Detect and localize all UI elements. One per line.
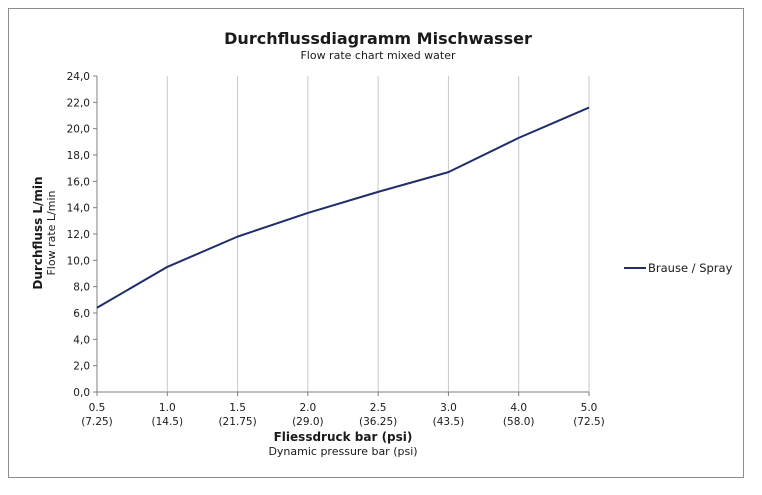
x-tick-label-psi: (21.75) xyxy=(218,416,256,428)
x-tick-label-psi: (36.25) xyxy=(359,416,397,428)
series-line-brause-spray xyxy=(96,106,590,309)
x-tick-label: 4.0 xyxy=(510,402,527,414)
x-tick-label-psi: (58.0) xyxy=(503,416,535,428)
chart-frame xyxy=(8,8,744,478)
grid-lines xyxy=(166,76,590,392)
y-axis-title: Durchfluss L/min xyxy=(31,176,45,289)
axes xyxy=(93,75,590,396)
x-axis-title: Fliessdruck bar (psi) xyxy=(274,430,413,444)
x-tick-label-psi: (14.5) xyxy=(151,416,183,428)
x-tick-label: 0.5 xyxy=(89,402,106,414)
y-tick-label: 22,0 xyxy=(67,97,90,109)
y-tick-label: 20,0 xyxy=(67,124,90,136)
x-tick-labels: 0.5 (7.25) 1.0 (14.5) 1.5 (21.75) 2.0 (29.0) 2.5… xyxy=(81,402,605,428)
y-tick-label: 0,0 xyxy=(73,387,90,399)
x-tick-label: 2.5 xyxy=(370,402,387,414)
x-tick-label-psi: (43.5) xyxy=(433,416,465,428)
y-tick-label: 4,0 xyxy=(73,334,90,346)
y-tick-label: 24,0 xyxy=(67,71,90,83)
x-tick-label-psi: (72.5) xyxy=(573,416,605,428)
legend-label: Brause / Spray xyxy=(648,261,733,275)
x-axis-subtitle: Dynamic pressure bar (psi) xyxy=(268,445,417,458)
x-tick-label-psi: (7.25) xyxy=(81,416,113,428)
x-tick-label: 2.0 xyxy=(300,402,317,414)
y-tick-label: 10,0 xyxy=(67,255,90,267)
x-tick-label: 3.0 xyxy=(440,402,457,414)
series-lines xyxy=(96,106,590,309)
y-tick-label: 8,0 xyxy=(73,282,90,294)
y-tick-labels: 0,0 2,0 4,0 6,0 8,0 10,0 12,0 14,0 16,0 18,0 20,0 2… xyxy=(67,71,90,399)
x-tick-label: 5.0 xyxy=(581,402,598,414)
y-tick-label: 6,0 xyxy=(73,308,90,320)
x-tick-label-psi: (29.0) xyxy=(292,416,324,428)
y-tick-label: 16,0 xyxy=(67,176,90,188)
y-tick-label: 18,0 xyxy=(67,150,90,162)
legend: Brause / Spray xyxy=(624,261,733,275)
x-tick-label: 1.0 xyxy=(159,402,176,414)
chart-title: Durchflussdiagramm Mischwasser xyxy=(224,29,532,48)
x-tick-label: 1.5 xyxy=(229,402,246,414)
y-tick-label: 12,0 xyxy=(67,229,90,241)
y-tick-label: 14,0 xyxy=(67,203,90,215)
chart-subtitle: Flow rate chart mixed water xyxy=(300,49,456,62)
y-tick-label: 2,0 xyxy=(73,361,90,373)
y-axis-subtitle: Flow rate L/min xyxy=(45,190,58,275)
